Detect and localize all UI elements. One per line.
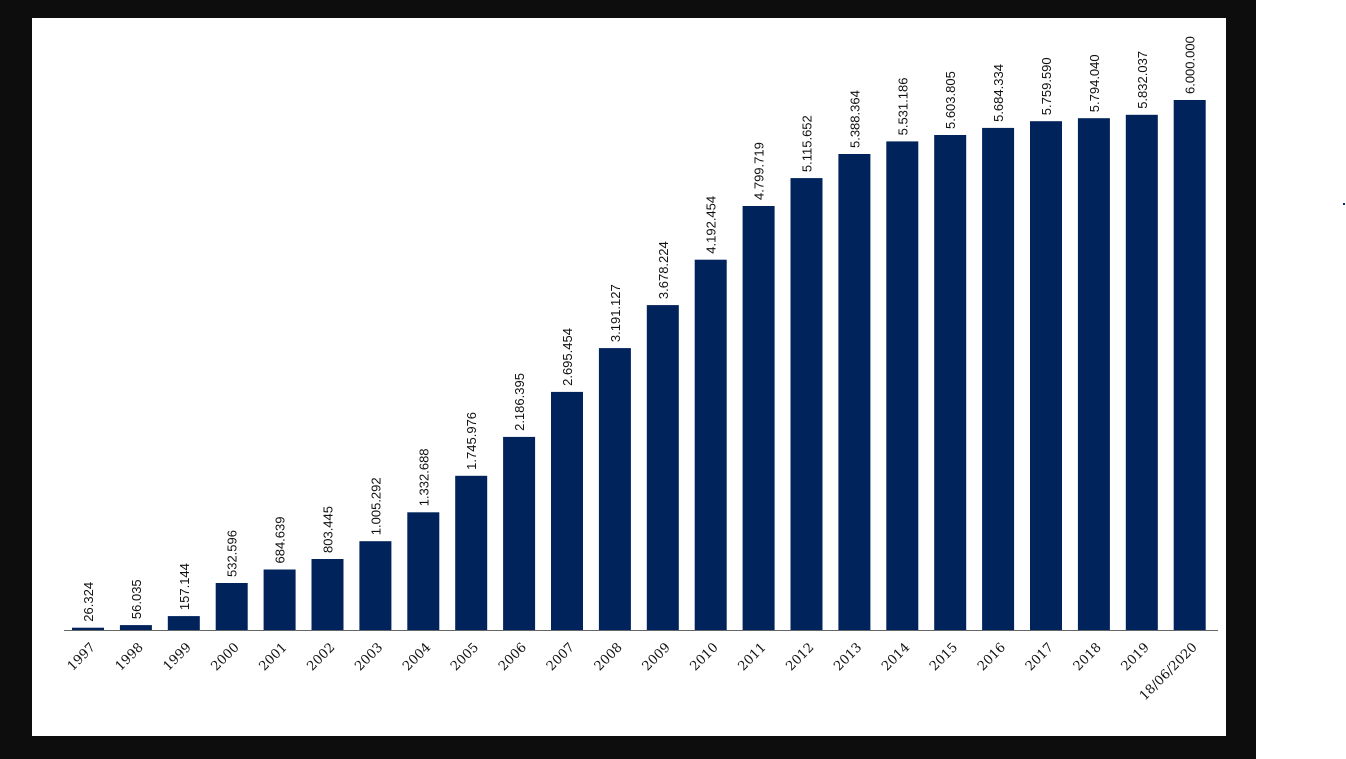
bar-1997: [72, 627, 104, 630]
value-label-2015: 5.603.805: [943, 71, 958, 129]
bar-2004: [407, 512, 440, 630]
bar-2013: [838, 154, 871, 630]
bar-2018: [1077, 118, 1110, 630]
bar-2012: [790, 178, 823, 630]
category-label-2013: 2013: [831, 640, 865, 674]
bar-2003: [359, 541, 392, 630]
value-label-18/06/2020: 6.000.000: [1183, 36, 1198, 94]
bar-2011: [742, 206, 775, 630]
bar-18/06/2020: [1173, 100, 1206, 630]
bar-2015: [934, 135, 967, 630]
category-label-2017: 2017: [1023, 640, 1057, 674]
bar-2006: [503, 436, 536, 630]
category-label-2007: 2007: [544, 640, 578, 674]
value-label-2002: 803.445: [321, 506, 336, 553]
category-label-2015: 2015: [927, 640, 961, 674]
bar-1998: [119, 625, 152, 630]
category-label-2014: 2014: [879, 640, 913, 674]
value-label-2019: 5.832.037: [1135, 51, 1150, 109]
stray-dot: [1343, 203, 1345, 205]
value-label-2018: 5.794.040: [1087, 54, 1102, 112]
category-label-2002: 2002: [304, 640, 338, 674]
value-label-2017: 5.759.590: [1039, 57, 1054, 115]
value-label-1998: 56.035: [129, 579, 144, 619]
category-label-2010: 2010: [688, 640, 722, 674]
category-labels-group: 1997 1998 1999 2000 2001 2002 2003 2004 2005 2006…: [65, 640, 1201, 704]
category-label-1998: 1998: [113, 640, 147, 674]
category-label-2003: 2003: [352, 640, 386, 674]
bar-2001: [263, 569, 296, 630]
bar-2014: [886, 141, 919, 630]
bar-2008: [598, 348, 631, 630]
category-label-2005: 2005: [448, 640, 482, 674]
value-label-2014: 5.531.186: [895, 78, 910, 136]
bar-1999: [167, 616, 200, 630]
value-label-2007: 2.695.454: [560, 328, 575, 386]
value-label-2013: 5.388.364: [847, 90, 862, 148]
value-label-2010: 4.192.454: [704, 196, 719, 254]
bar-2019: [1125, 114, 1158, 631]
value-label-2008: 3.191.127: [608, 284, 623, 342]
category-label-2009: 2009: [640, 640, 674, 674]
value-label-2003: 1.005.292: [368, 477, 383, 535]
category-label-2019: 2019: [1119, 640, 1153, 674]
category-label-2004: 2004: [400, 640, 434, 674]
bar-2017: [1030, 121, 1062, 630]
value-label-1997: 26.324: [81, 582, 96, 622]
category-label-2018: 2018: [1071, 640, 1105, 674]
bar-2009: [646, 305, 679, 630]
value-label-2001: 684.639: [273, 517, 288, 564]
bar-2010: [694, 259, 727, 630]
bar-2007: [551, 391, 583, 630]
category-label-2011: 2011: [735, 640, 769, 674]
category-label-1997: 1997: [65, 640, 99, 674]
value-label-2004: 1.332.688: [416, 448, 431, 506]
bars-group: [72, 100, 1206, 631]
bar-2000: [215, 583, 248, 630]
bar-2005: [455, 475, 488, 630]
value-label-2000: 532.596: [225, 530, 240, 577]
category-label-2006: 2006: [496, 640, 530, 674]
category-label-2012: 2012: [783, 640, 817, 674]
value-label-2005: 1.745.976: [464, 412, 479, 470]
value-label-2009: 3.678.224: [656, 241, 671, 299]
bar-2016: [982, 127, 1015, 631]
value-label-2012: 5.115.652: [800, 115, 815, 172]
category-label-2016: 2016: [975, 640, 1009, 674]
value-label-2006: 2.186.395: [512, 373, 527, 431]
bar-2002: [311, 559, 344, 630]
value-label-2011: 4.799.719: [752, 142, 767, 200]
value-label-2016: 5.684.334: [991, 64, 1006, 122]
value-label-1999: 157.144: [177, 563, 192, 610]
category-label-2000: 2000: [209, 640, 243, 674]
category-label-1999: 1999: [161, 640, 195, 674]
category-label-2001: 2001: [256, 640, 290, 674]
category-label-2008: 2008: [592, 640, 626, 674]
value-labels-group: 26.324 56.035 157.144 532.596 684.639 803.445…: [81, 36, 1198, 622]
